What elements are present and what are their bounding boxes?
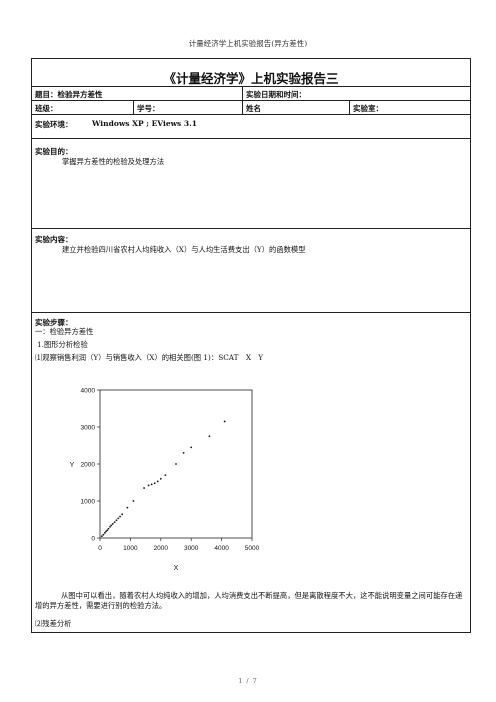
data-point (190, 446, 193, 449)
x-tick-label: 2000 (154, 545, 169, 552)
y-tick-label: 0 (91, 535, 95, 542)
date-label: 实验日期和时间： (246, 90, 306, 99)
data-point (100, 535, 103, 538)
data-point (164, 474, 167, 476)
data-point (175, 463, 177, 465)
page-header: 计量经济学上机实验报告(异方差性) (188, 39, 308, 48)
class-label: 班级： (35, 104, 58, 113)
report-table: 《计量经济学》上机实验报告三 题目：检验异方差性 实验日期和时间： 班级： 学号… (31, 58, 471, 633)
data-point (126, 506, 129, 509)
purpose-label: 实验目的： (35, 147, 73, 156)
topic-row: 题目：检验异方差性 实验日期和时间： (32, 87, 470, 101)
data-point (153, 482, 156, 485)
environment-label: 实验环境： (35, 120, 73, 129)
data-point (132, 500, 135, 502)
info-row: 班级： 学号： 姓名 实验室： (32, 101, 470, 115)
x-tick-label: 0 (98, 545, 102, 552)
data-point (182, 452, 185, 454)
data-point (147, 484, 150, 487)
environment-value: Windows XP ; EViews 3.1 (92, 119, 197, 128)
steps-line-1: 一：检验异方差性 (35, 327, 94, 336)
x-axis-label: X (174, 565, 179, 572)
data-point (121, 513, 124, 516)
data-point (103, 531, 106, 534)
data-point (208, 435, 211, 438)
steps-section: 实验步骤： 一：检验异方差性 1.图形分析检验 ⑴观察销售利润（Y）与销售收入（… (32, 313, 470, 634)
scatter-chart: 0 1000 2000 3000 4000 5000 0 1000 2000 3000 4000 X Y (70, 387, 260, 572)
steps-line-3: ⑴观察销售利润（Y）与销售收入（X）的相关图(图 1)：SCAT X Y (35, 353, 264, 362)
data-point (110, 524, 113, 527)
purpose-row: 实验目的： 掌握异方差性的检验及处理方法 (32, 139, 470, 229)
x-tick-label: 3000 (184, 545, 199, 552)
data-point (156, 480, 159, 483)
y-axis-label: Y (70, 462, 75, 469)
content-label: 实验内容： (35, 235, 73, 244)
lab-room-label: 实验室： (353, 104, 383, 113)
steps-line-4: ⑵残差分析 (35, 619, 72, 628)
page-footer: 1 / 7 (238, 677, 258, 685)
content-text: 建立并检验四川省农村人均纯收入（X）与人均生活费支出（Y）的函数模型 (62, 245, 306, 254)
data-point (111, 523, 114, 525)
y-tick-label: 3000 (81, 424, 96, 431)
steps-label: 实验步骤： (35, 318, 73, 327)
data-point (105, 530, 107, 533)
analysis-paragraph: 从图中可以看出，随着农村人均纯收入的增加，人均消费支出不断提高，但是离散程度不大… (35, 591, 463, 610)
data-point (223, 420, 226, 423)
data-point (113, 521, 116, 523)
data-point (115, 519, 118, 522)
steps-line-2: 1.图形分析检验 (37, 340, 88, 349)
y-tick-label: 2000 (81, 461, 96, 468)
data-point (109, 526, 111, 528)
data-point (150, 483, 153, 486)
environment-row: 实验环境： Windows XP ; EViews 3.1 (32, 115, 470, 139)
data-point (143, 487, 145, 489)
x-tick-label: 1000 (123, 545, 138, 552)
y-tick-label: 4000 (81, 387, 96, 394)
name-label: 姓名 (246, 104, 261, 113)
lab-room-cell: 实验室： (349, 101, 472, 114)
purpose-text: 掌握异方差性的检验及处理方法 (62, 157, 165, 166)
topic-label: 题目：检验异方差性 (35, 90, 103, 99)
y-tick-label: 1000 (81, 498, 96, 505)
data-point (102, 533, 105, 536)
date-cell: 实验日期和时间： (242, 87, 472, 100)
content-row: 实验内容： 建立并检验四川省农村人均纯收入（X）与人均生活费支出（Y）的函数模型 (32, 229, 470, 313)
name-cell: 姓名 (242, 101, 349, 114)
data-point (106, 529, 109, 532)
report-title: 《计量经济学》上机实验报告三 (163, 71, 339, 86)
x-tick-label: 4000 (214, 545, 229, 552)
student-id-cell: 学号： (133, 101, 243, 114)
data-point (117, 517, 120, 520)
x-tick-label: 5000 (245, 545, 260, 552)
title-row: 《计量经济学》上机实验报告三 (32, 59, 470, 87)
data-point (159, 477, 162, 480)
data-point (119, 515, 121, 518)
student-id-label: 学号： (137, 104, 160, 113)
data-point (107, 527, 110, 530)
